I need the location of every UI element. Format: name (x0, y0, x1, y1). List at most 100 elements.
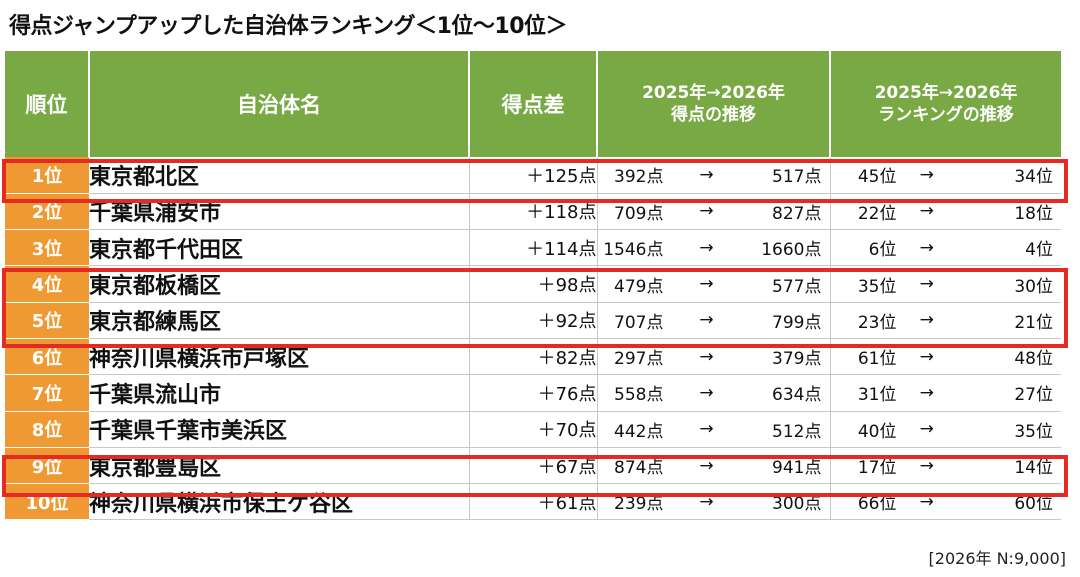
rank-transition: 45位 → 34位 (829, 157, 1061, 194)
score-transition: 1546点 → 1660点 (596, 229, 830, 267)
rank-cell: 2位 (5, 193, 89, 231)
arrow-icon: → (919, 274, 934, 295)
score-2025: 297点 (614, 349, 664, 370)
header-score-line1: 2025年→2026年 (642, 83, 785, 103)
header-name: 自治体名 (89, 51, 470, 157)
rank-2025: 22位 (857, 203, 897, 224)
arrow-icon: → (919, 455, 934, 476)
arrow-icon: → (919, 382, 934, 403)
rank-cell: 3位 (5, 229, 89, 267)
municipality-name: 東京都豊島区 (89, 447, 469, 485)
rank-transition: 22位 → 18位 (829, 193, 1061, 231)
arrow-icon: → (699, 274, 714, 295)
score-diff: ＋118点 (468, 193, 597, 231)
score-transition: 297点 → 379点 (596, 338, 830, 376)
rank-cell: 10位 (5, 483, 89, 521)
rank-2026: 60位 (1014, 494, 1053, 515)
rank-transition: 61位 → 48位 (829, 338, 1061, 376)
rank-2026: 4位 (1025, 240, 1053, 261)
rank-2026: 30位 (1014, 276, 1053, 297)
rank-2025: 23位 (857, 312, 897, 333)
table-row: 8位 千葉県千葉市美浜区 ＋70点 442点 → 512点 40位 → 35位 (5, 411, 1061, 448)
arrow-icon: → (699, 382, 714, 403)
score-transition: 442点 → 512点 (596, 411, 830, 448)
rank-transition: 6位 → 4位 (829, 229, 1061, 267)
score-transition: 392点 → 517点 (596, 157, 830, 194)
municipality-name: 東京都板橋区 (89, 265, 469, 303)
score-2026: 827点 (772, 203, 822, 224)
municipality-name: 千葉県千葉市美浜区 (89, 411, 469, 448)
table-header-row: 順位 自治体名 得点差 2025年→2026年 得点の推移 2025年→2026… (5, 51, 1061, 157)
rank-2025: 45位 (857, 167, 897, 188)
score-diff: ＋82点 (468, 338, 597, 376)
score-transition: 239点 → 300点 (596, 483, 830, 521)
arrow-icon: → (919, 201, 934, 222)
rank-cell: 1位 (5, 157, 89, 194)
rank-transition: 17位 → 14位 (829, 447, 1061, 485)
score-2025: 874点 (614, 458, 664, 479)
score-2026: 634点 (772, 385, 822, 406)
municipality-name: 千葉県流山市 (89, 374, 469, 412)
score-2025: 479点 (614, 276, 664, 297)
municipality-name: 東京都千代田区 (89, 229, 469, 267)
header-score-line2: 得点の推移 (671, 105, 756, 125)
score-2025: 558点 (614, 385, 664, 406)
table-row: 1位 東京都北区 ＋125点 392点 → 517点 45位 → 34位 (5, 157, 1061, 194)
arrow-icon: → (699, 310, 714, 331)
score-2025: 707点 (614, 312, 664, 333)
rank-2025: 6位 (868, 240, 897, 261)
header-rank-line1: 2025年→2026年 (874, 83, 1018, 103)
arrow-icon: → (919, 310, 934, 331)
rank-cell: 4位 (5, 265, 89, 303)
rank-2026: 21位 (1014, 312, 1053, 333)
arrow-icon: → (699, 164, 714, 185)
rank-2025: 61位 (857, 349, 897, 370)
arrow-icon: → (699, 419, 714, 440)
score-transition: 479点 → 577点 (596, 265, 830, 303)
score-2026: 799点 (772, 312, 822, 333)
table-row: 9位 東京都豊島区 ＋67点 874点 → 941点 17位 → 14位 (5, 447, 1061, 485)
score-transition: 558点 → 634点 (596, 374, 830, 412)
rank-2025: 40位 (857, 421, 897, 442)
rank-cell: 5位 (5, 302, 89, 339)
rank-2026: 27位 (1014, 385, 1053, 406)
ranking-table: 順位 自治体名 得点差 2025年→2026年 得点の推移 2025年→2026… (5, 51, 1061, 521)
score-2025: 392点 (614, 167, 664, 188)
rank-cell: 7位 (5, 374, 89, 412)
sample-note: [2026年 N:9,000] (928, 549, 1066, 568)
score-diff: ＋92点 (468, 302, 597, 339)
header-rank: 順位 (5, 51, 90, 157)
municipality-name: 神奈川県横浜市保土ケ谷区 (89, 483, 469, 521)
table-row: 5位 東京都練馬区 ＋92点 707点 → 799点 23位 → 21位 (5, 302, 1061, 339)
arrow-icon: → (919, 164, 934, 185)
municipality-name: 東京都練馬区 (89, 302, 469, 339)
rank-transition: 23位 → 21位 (829, 302, 1061, 339)
score-transition: 874点 → 941点 (596, 447, 830, 485)
arrow-icon: → (699, 201, 714, 222)
score-2026: 577点 (772, 276, 822, 297)
rank-2025: 35位 (857, 276, 897, 297)
arrow-icon: → (699, 237, 714, 258)
arrow-icon: → (919, 346, 934, 367)
arrow-icon: → (699, 491, 714, 512)
header-rank-line2: ランキングの推移 (878, 105, 1014, 125)
table-row: 3位 東京都千代田区 ＋114点 1546点 → 1660点 6位 → 4位 (5, 229, 1061, 267)
score-2026: 379点 (772, 349, 822, 370)
score-2025: 239点 (614, 494, 664, 515)
header-diff: 得点差 (469, 51, 598, 157)
header-rank-transition: 2025年→2026年 ランキングの推移 (830, 51, 1061, 157)
table-row: 6位 神奈川県横浜市戸塚区 ＋82点 297点 → 379点 61位 → 48位 (5, 338, 1061, 376)
rank-2025: 31位 (857, 385, 897, 406)
score-diff: ＋70点 (468, 411, 597, 448)
score-2025: 442点 (614, 421, 664, 442)
municipality-name: 東京都北区 (89, 157, 469, 194)
rank-transition: 31位 → 27位 (829, 374, 1061, 412)
score-diff: ＋125点 (468, 157, 597, 194)
arrow-icon: → (919, 491, 934, 512)
rank-transition: 35位 → 30位 (829, 265, 1061, 303)
rank-2025: 17位 (857, 458, 897, 479)
score-2026: 517点 (772, 167, 822, 188)
score-2025: 1546点 (603, 240, 664, 261)
table-row: 4位 東京都板橋区 ＋98点 479点 → 577点 35位 → 30位 (5, 265, 1061, 303)
arrow-icon: → (699, 455, 714, 476)
